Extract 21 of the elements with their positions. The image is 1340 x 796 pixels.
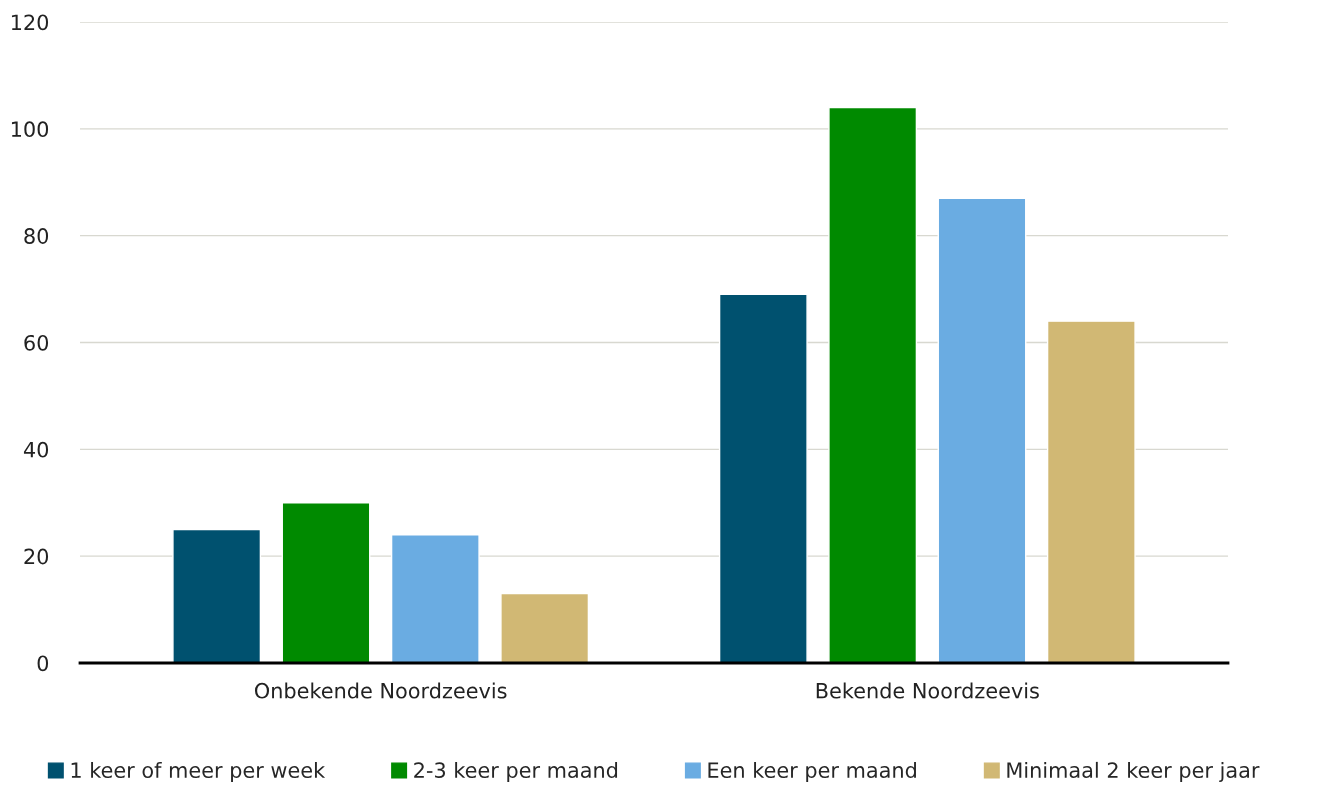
y-tick-label: 20 — [24, 548, 49, 565]
legend-label: Minimaal 2 keer per jaar — [1007, 761, 1260, 783]
y-tick-label: 80 — [24, 228, 49, 244]
bar — [1046, 320, 1136, 663]
bar — [828, 106, 918, 663]
y-tick-label: 100 — [11, 121, 49, 138]
bar — [172, 528, 262, 663]
legend-label: 1 keer of meer per week — [71, 761, 326, 783]
y-tick-label: 120 — [11, 14, 49, 31]
x-tick-label: Bekende Noordzeevis — [816, 682, 1039, 699]
legend-label: Een keer per maand — [708, 761, 916, 783]
y-tick-label: 60 — [24, 334, 49, 351]
bar — [281, 502, 371, 663]
x-tick-label: Onbekende Noordzeevis — [254, 682, 507, 699]
bar — [937, 197, 1027, 663]
legend-label: 2-3 keer per maand — [414, 761, 618, 783]
bar — [390, 534, 480, 663]
y-tick-label: 40 — [23, 441, 49, 458]
bar — [718, 293, 808, 663]
bar — [500, 592, 590, 663]
y-tick-label: 0 — [37, 655, 49, 672]
